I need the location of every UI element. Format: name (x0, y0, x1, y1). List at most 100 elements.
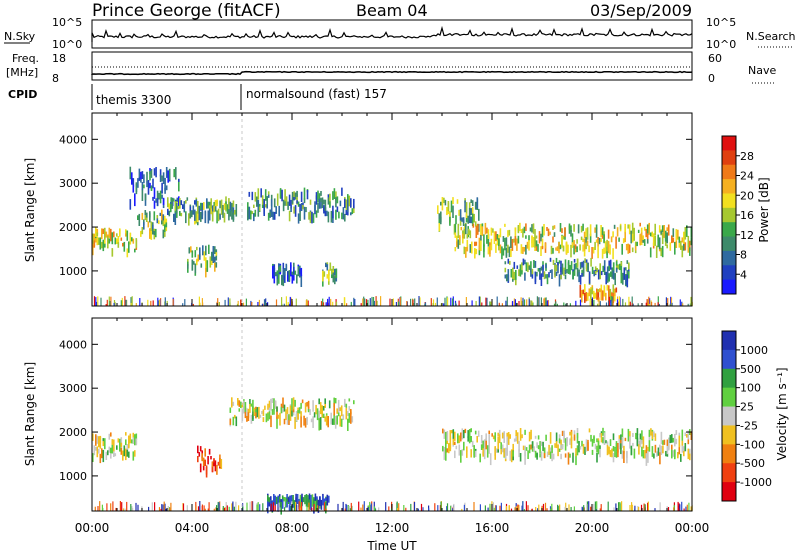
echo-cell (134, 434, 136, 446)
echo-cell (621, 450, 624, 459)
colorbar-tick-label: 1000 (740, 344, 768, 357)
echo-cell (614, 446, 616, 457)
echo-cell (667, 507, 670, 511)
echo-cell (283, 418, 286, 425)
echo-cell (679, 504, 681, 511)
echo-cell (96, 236, 99, 246)
echo-cell (314, 493, 317, 501)
echo-cell (437, 205, 439, 214)
echo-cell (460, 450, 462, 463)
echo-cell (474, 221, 477, 227)
echo-cell (252, 501, 254, 511)
echo-cell (200, 202, 202, 210)
echo-cell (587, 263, 589, 272)
echo-cell (282, 199, 285, 212)
echo-cell (507, 230, 509, 238)
echo-cell (683, 446, 685, 451)
echo-cell (160, 508, 162, 511)
echo-cell (95, 227, 97, 237)
echo-cell (350, 198, 352, 208)
echo-cell (490, 227, 493, 236)
echo-cell (522, 297, 524, 306)
echo-cell (95, 434, 97, 446)
echo-cell (461, 449, 464, 456)
echo-cell (585, 262, 588, 272)
echo-cell (176, 210, 178, 218)
echo-cell (150, 186, 153, 191)
echo-cell (158, 220, 160, 225)
echo-cell (216, 464, 218, 475)
echo-cell (241, 402, 244, 408)
echo-cell (275, 272, 277, 277)
echo-cell (99, 501, 101, 511)
echo-cell (206, 199, 208, 204)
echo-cell (293, 500, 296, 511)
velocity-ylabel: Slant Range [km] (23, 362, 37, 466)
echo-cell (214, 256, 216, 263)
echo-cell (347, 505, 349, 511)
echo-cell (647, 299, 649, 306)
echo-cell (646, 299, 648, 306)
echo-cell (543, 298, 545, 306)
echo-cell (317, 499, 320, 509)
echo-cell (520, 229, 523, 233)
echo-cell (607, 240, 610, 254)
echo-cell (452, 429, 455, 439)
echo-cell (330, 412, 332, 425)
echo-cell (555, 441, 558, 449)
echo-cell (460, 227, 463, 231)
echo-cell (474, 241, 476, 247)
echo-cell (671, 449, 673, 459)
echo-cell (558, 448, 561, 452)
echo-cell (452, 197, 454, 204)
echo-cell (348, 406, 351, 411)
echo-cell (208, 205, 211, 209)
echo-cell (219, 501, 221, 511)
echo-cell (470, 208, 472, 215)
echo-cell (454, 232, 457, 238)
echo-cell (170, 197, 172, 204)
echo-cell (101, 241, 103, 249)
echo-cell (554, 264, 556, 278)
echo-cell (93, 233, 96, 247)
echo-cell (436, 297, 438, 306)
echo-cell (231, 397, 233, 408)
echo-cell (289, 296, 291, 306)
echo-cell (579, 446, 582, 450)
echo-cell (201, 212, 204, 220)
echo-cell (279, 507, 281, 511)
echo-cell (518, 506, 520, 511)
echo-cell (319, 402, 322, 415)
echo-cell (565, 241, 568, 254)
echo-cell (281, 274, 283, 286)
echo-cell (307, 400, 310, 409)
echo-cell (593, 503, 595, 511)
echo-cell (545, 264, 547, 269)
echo-cell (121, 297, 123, 306)
echo-cell (575, 453, 577, 466)
echo-cell (306, 190, 309, 200)
echo-cell (480, 235, 482, 241)
echo-cell (582, 443, 585, 454)
echo-cell (643, 226, 646, 231)
echo-cell (456, 241, 458, 248)
echo-cell (292, 397, 295, 410)
echo-cell (347, 418, 349, 431)
echo-cell (585, 242, 587, 250)
echo-cell (267, 191, 270, 195)
echo-cell (229, 418, 232, 425)
echo-cell (267, 194, 270, 198)
echo-cell (507, 244, 509, 253)
power-plot-bg (92, 113, 692, 306)
echo-cell (270, 503, 272, 511)
echo-cell (295, 298, 297, 306)
echo-cell (514, 507, 516, 511)
echo-cell (573, 434, 576, 441)
echo-cell (457, 223, 460, 236)
echo-cell (327, 298, 329, 306)
echo-cell (231, 503, 233, 511)
echo-cell (607, 229, 610, 239)
echo-cell (465, 223, 467, 234)
echo-cell (345, 199, 348, 211)
echo-cell (156, 218, 159, 224)
